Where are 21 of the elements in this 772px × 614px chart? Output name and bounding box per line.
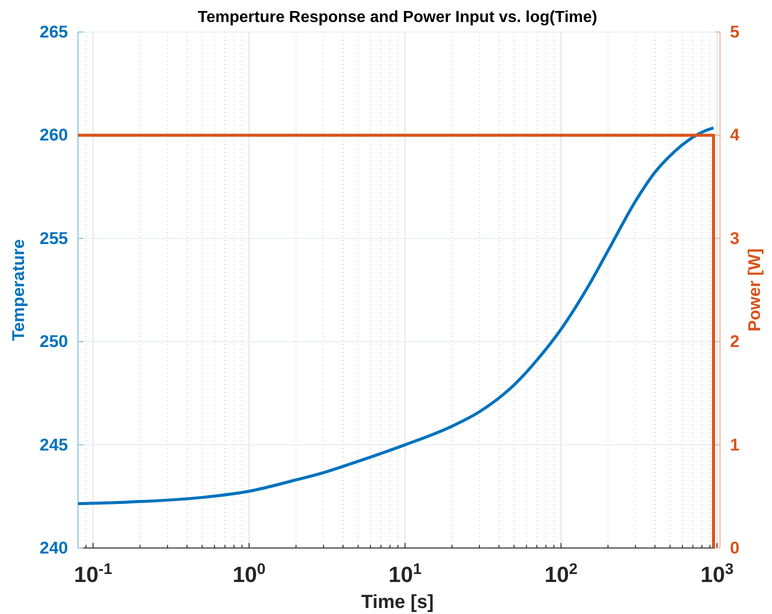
x-tick-label: 10$^{1}$ xyxy=(388,560,422,587)
x-tick-label: 10$^{-1}$ xyxy=(74,560,113,587)
y-tick-label: 240 xyxy=(40,538,68,558)
y2-tick-label: 2 xyxy=(730,332,740,352)
y-tick-label: 265 xyxy=(40,22,68,42)
y2-tick-label: 5 xyxy=(730,22,740,42)
y-tick-label: 255 xyxy=(40,228,68,248)
y-tick-label: 260 xyxy=(40,126,68,145)
y2-tick-label: 3 xyxy=(730,228,740,248)
x-axis-title: Time [s] xyxy=(361,592,434,613)
y2-tick-label: 4 xyxy=(730,126,740,145)
y-axis-title: Temperature xyxy=(9,239,28,341)
x-tick-label: 10$^{3}$ xyxy=(700,560,734,587)
x-tick-label: 10$^{0}$ xyxy=(232,560,266,587)
chart-title: Temperture Response and Power Input vs. log(Time) xyxy=(198,9,598,26)
y-tick-label: 250 xyxy=(40,332,68,352)
y2-tick-label: 0 xyxy=(730,538,740,558)
y2-tick-label: 1 xyxy=(730,435,740,454)
y-tick-label: 245 xyxy=(40,435,68,454)
y2-axis-title: Power [W] xyxy=(745,248,764,332)
x-tick-label: 10$^{2}$ xyxy=(544,560,578,587)
